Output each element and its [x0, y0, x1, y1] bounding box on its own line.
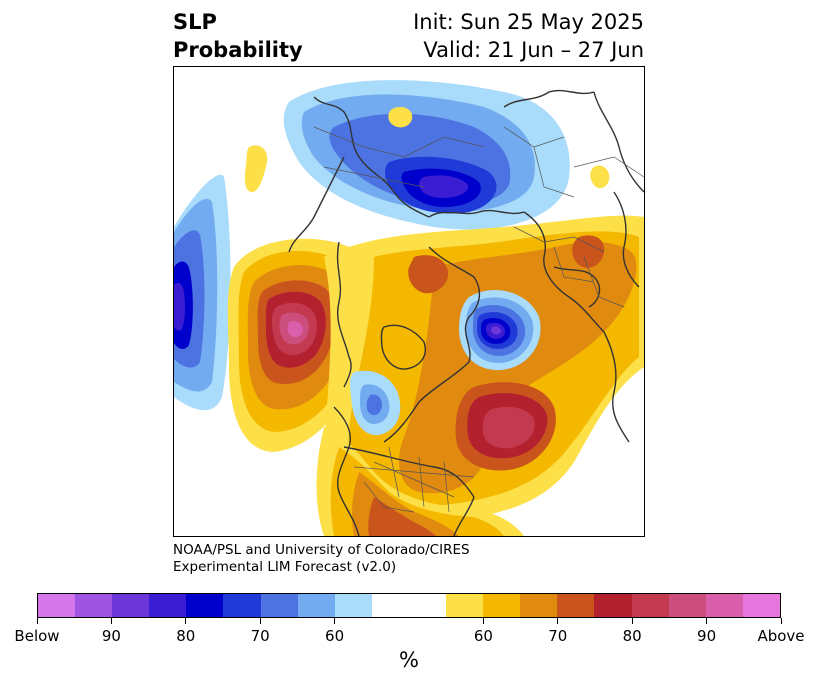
- colorbar-segment: [520, 594, 558, 617]
- credit-line2: Experimental LIM Forecast (v2.0): [173, 559, 397, 575]
- colorbar-segment: [705, 594, 743, 617]
- valid-dates: Valid: 21 Jun – 27 Jun: [423, 38, 644, 62]
- colorbar-tick-label: 90: [101, 627, 121, 645]
- colorbar-segment: [408, 594, 447, 617]
- colorbar-segment: [149, 594, 187, 617]
- colorbar-tick-label: 60: [473, 627, 493, 645]
- date-title: Init: Sun 25 May 2025 Valid: 21 Jun – 27…: [413, 8, 644, 64]
- colorbar-segment: [75, 594, 113, 617]
- colorbar: [37, 593, 781, 618]
- colorbar-tick-label: 80: [622, 627, 642, 645]
- colorbar-segment: [446, 594, 484, 617]
- colorbar-segment: [668, 594, 706, 617]
- colorbar-segment: [38, 594, 76, 617]
- colorbar-tick: [706, 618, 708, 624]
- below-greenland-sea: [459, 289, 541, 371]
- colorbar-tick: [780, 618, 782, 624]
- colorbar-tick-label: 70: [548, 627, 568, 645]
- below-canada: [350, 370, 401, 436]
- colorbar-segment: [371, 594, 409, 617]
- colorbar-tick: [110, 618, 112, 624]
- above-blob-arctic: [388, 107, 413, 128]
- credit-text: NOAA/PSL and University of Colorado/CIRE…: [173, 542, 470, 576]
- colorbar-tick: [557, 618, 559, 624]
- colorbar-unit: %: [399, 648, 419, 672]
- above-north-america: [316, 427, 524, 536]
- colorbar-segment: [260, 594, 298, 617]
- above-north-atlantic: [324, 215, 644, 523]
- colorbar-segment: [186, 594, 224, 617]
- variable-title-line1: SLP: [173, 10, 217, 34]
- colorbar-segment: [334, 594, 372, 617]
- colorbar-segment: [742, 594, 780, 617]
- colorbar-tick-label: 70: [250, 627, 270, 645]
- colorbar-segment: [112, 594, 150, 617]
- colorbar-segment: [594, 594, 632, 617]
- colorbar-segment: [297, 594, 335, 617]
- above-blob-east: [590, 165, 610, 189]
- variable-title: SLP Probability: [173, 8, 303, 64]
- above-blob-siberia: [244, 145, 268, 192]
- colorbar-segment: [631, 594, 669, 617]
- colorbar-tick-label: 90: [697, 627, 717, 645]
- colorbar-tick: [259, 618, 261, 624]
- colorbar-tick-label: Below: [14, 627, 60, 645]
- colorbar-segment: [223, 594, 261, 617]
- colorbar-segment: [483, 594, 521, 617]
- colorbar-segment: [557, 594, 595, 617]
- colorbar-tick: [185, 618, 187, 624]
- credit-line1: NOAA/PSL and University of Colorado/CIRE…: [173, 542, 470, 558]
- below-north-pacific-west: [174, 174, 231, 411]
- init-date: Init: Sun 25 May 2025: [413, 10, 644, 34]
- colorbar-tick: [36, 618, 38, 624]
- colorbar-tick-label: 80: [176, 627, 196, 645]
- colorbar-tick-label: Above: [757, 627, 805, 645]
- variable-title-line2: Probability: [173, 38, 303, 62]
- colorbar-tick: [631, 618, 633, 624]
- map-canvas: [174, 80, 644, 536]
- colorbar-tick-label: 60: [325, 627, 345, 645]
- colorbar-tick: [482, 618, 484, 624]
- political-boundaries: [313, 126, 644, 513]
- probability-map: [173, 66, 645, 537]
- coastlines: [288, 89, 644, 536]
- below-europe-russia: [283, 80, 570, 230]
- colorbar-tick: [334, 618, 336, 624]
